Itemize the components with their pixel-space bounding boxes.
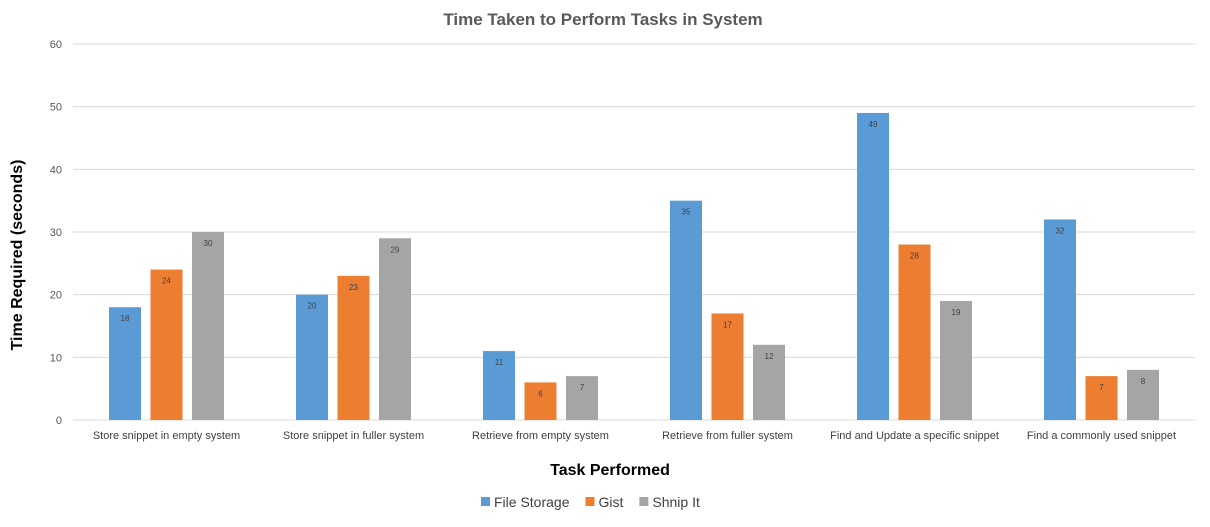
bar	[898, 244, 931, 420]
data-label: 24	[162, 277, 171, 286]
data-label: 8	[1141, 377, 1146, 386]
data-label: 30	[204, 239, 213, 248]
y-tick-label: 10	[50, 352, 62, 364]
bar	[940, 300, 972, 420]
y-tick-label: 50	[50, 102, 62, 114]
x-category-label: Store snippet in empty system	[93, 430, 240, 442]
y-tick-label: 60	[50, 39, 62, 51]
bars	[109, 112, 1159, 420]
x-category-label: Retrieve from empty system	[472, 430, 609, 442]
legend-label: Gist	[598, 494, 623, 510]
x-axis-title: Task Performed	[550, 462, 670, 479]
y-tick-label: 20	[50, 290, 62, 302]
data-label: 32	[1056, 226, 1065, 235]
y-axis-ticks: 0 10 20 30 40 50 60	[50, 39, 62, 427]
x-category-label: Store snippet in fuller system	[283, 430, 424, 442]
chart-title: Time Taken to Perform Tasks in System	[443, 10, 762, 29]
bar	[109, 307, 141, 420]
bar	[566, 376, 598, 420]
data-label: 29	[391, 245, 400, 254]
bar	[379, 238, 411, 420]
bar	[483, 351, 515, 420]
data-label: 49	[869, 120, 878, 129]
y-tick-label: 0	[56, 415, 62, 427]
y-tick-label: 30	[50, 227, 62, 239]
legend-swatch	[639, 497, 649, 506]
data-label: 35	[682, 208, 691, 217]
legend-swatch	[481, 497, 490, 506]
data-label: 28	[910, 252, 919, 261]
data-label: 20	[308, 302, 317, 311]
x-category-label: Find and Update a specific snippet	[830, 430, 999, 442]
bar	[296, 294, 328, 420]
bar	[857, 112, 889, 420]
data-label: 7	[580, 383, 585, 392]
x-axis-categories: Store snippet in empty system Store snipp…	[93, 430, 1176, 442]
legend-swatch	[585, 497, 595, 506]
bar	[711, 313, 744, 420]
data-label: 23	[349, 283, 358, 292]
data-label: 12	[765, 352, 774, 361]
legend: File Storage Gist Shnip It	[481, 494, 700, 510]
data-label: 7	[1099, 383, 1104, 392]
x-category-label: Retrieve from fuller system	[662, 430, 793, 442]
data-labels: 18 24 30 20 23 29 11 6 7 35 17 12 49 28 19 32 7 8	[121, 120, 1146, 398]
bar	[192, 232, 224, 420]
bar	[1085, 376, 1118, 420]
legend-label: File Storage	[494, 494, 570, 510]
data-label: 11	[495, 358, 504, 367]
data-label: 18	[121, 314, 130, 323]
data-label: 17	[723, 320, 732, 329]
bar	[1044, 219, 1076, 420]
bar	[337, 275, 370, 420]
data-label: 6	[538, 389, 543, 398]
x-category-label: Find a commonly used snippet	[1027, 430, 1176, 442]
gridlines	[73, 43, 1195, 421]
y-axis-title: Time Required (seconds)	[9, 160, 26, 351]
bar	[524, 382, 557, 420]
bar	[670, 200, 702, 420]
legend-label: Shnip It	[652, 494, 700, 510]
bar	[150, 269, 183, 420]
bar	[1127, 369, 1159, 420]
y-tick-label: 40	[50, 164, 62, 176]
data-label: 19	[952, 308, 961, 317]
bar	[753, 344, 785, 420]
